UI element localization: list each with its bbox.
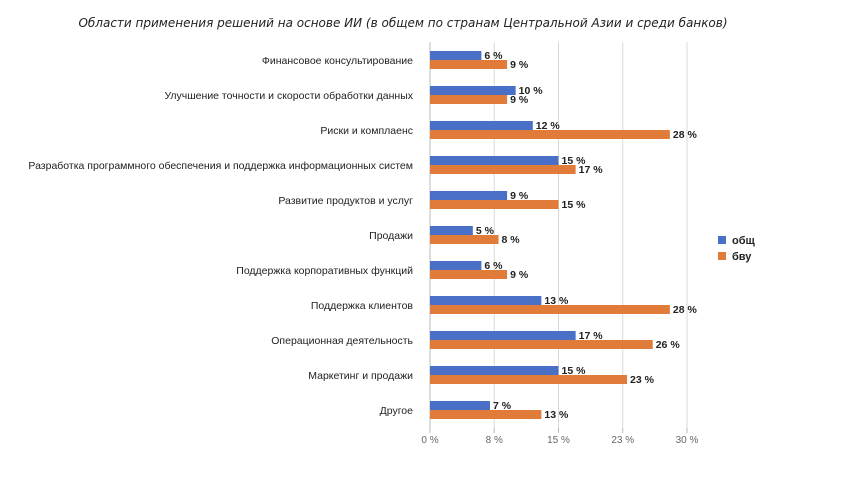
data-label: 5 %	[476, 225, 495, 237]
bar-общ	[430, 121, 533, 130]
data-label: 6 %	[484, 260, 503, 272]
legend-label: бву	[732, 251, 752, 263]
category-label: Продажи	[369, 230, 413, 242]
data-label: 12 %	[536, 120, 561, 132]
category-label: Разработка программного обеспечения и по…	[28, 160, 413, 172]
data-label: 6 %	[484, 50, 503, 62]
category-label: Поддержка клиентов	[311, 300, 414, 312]
bar-бву	[430, 200, 559, 209]
bar-бву	[430, 95, 508, 104]
data-label: 9 %	[510, 59, 529, 71]
data-label: 17 %	[579, 164, 604, 176]
data-label: 23 %	[630, 374, 655, 386]
bar-общ	[430, 366, 559, 375]
bar-общ	[430, 401, 490, 410]
legend-label: общ	[732, 235, 756, 247]
x-tick-label: 8 %	[486, 435, 503, 446]
bar-общ	[430, 331, 576, 340]
category-label: Другое	[380, 405, 414, 417]
category-label: Операционная деятельность	[271, 335, 413, 347]
category-label: Маркетинг и продажи	[308, 370, 413, 382]
bar-бву	[430, 165, 576, 174]
category-label: Развитие продуктов и услуг	[278, 195, 413, 207]
x-tick-label: 23 %	[611, 435, 634, 446]
x-tick-label: 30 %	[676, 435, 699, 446]
bar-общ	[430, 296, 542, 305]
bar-бву	[430, 130, 670, 139]
data-label: 7 %	[493, 400, 512, 412]
bar-общ	[430, 191, 508, 200]
category-label: Поддержка корпоративных функций	[236, 265, 413, 277]
data-label: 28 %	[673, 304, 698, 316]
bar-общ	[430, 51, 482, 60]
bar-общ	[430, 156, 559, 165]
data-label: 8 %	[502, 234, 521, 246]
bar-общ	[430, 86, 516, 95]
data-label: 15 %	[562, 199, 587, 211]
data-label: 15 %	[562, 155, 587, 167]
data-label: 26 %	[656, 339, 681, 351]
x-tick-label: 15 %	[547, 435, 570, 446]
bar-бву	[430, 270, 508, 279]
chart-title: Области применения решений на основе ИИ …	[78, 16, 727, 30]
bar-общ	[430, 226, 473, 235]
data-label: 15 %	[562, 365, 587, 377]
data-label: 10 %	[519, 85, 544, 97]
bar-бву	[430, 60, 508, 69]
bar-общ	[430, 261, 482, 270]
data-label: 9 %	[510, 190, 529, 202]
data-label: 17 %	[579, 330, 604, 342]
x-tick-label: 0 %	[421, 435, 438, 446]
legend-swatch	[718, 236, 726, 244]
data-label: 28 %	[673, 129, 698, 141]
legend-swatch	[718, 252, 726, 260]
category-label: Риски и комплаенс	[320, 125, 413, 137]
category-label: Улучшение точности и скорости обработки …	[164, 90, 413, 102]
data-label: 13 %	[544, 295, 569, 307]
data-label: 9 %	[510, 269, 529, 281]
bar-бву	[430, 375, 628, 384]
bar-бву	[430, 235, 499, 244]
category-label: Финансовое консультирование	[262, 55, 413, 67]
bar-бву	[430, 305, 670, 314]
bar-бву	[430, 410, 542, 419]
data-label: 9 %	[510, 94, 529, 106]
bar-бву	[430, 340, 653, 349]
data-label: 13 %	[544, 409, 569, 421]
